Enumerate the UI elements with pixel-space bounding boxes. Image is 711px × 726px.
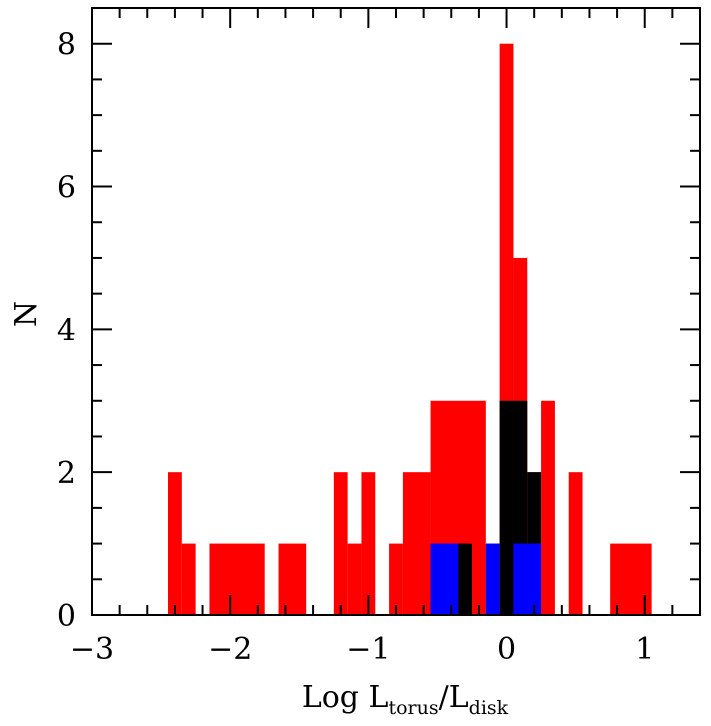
histogram-bar [513, 543, 542, 615]
histogram-bar [402, 472, 431, 615]
histogram-bar [499, 400, 514, 615]
histogram-bar [333, 472, 348, 615]
y-tick-label: 2 [57, 456, 76, 491]
histogram-bar [278, 543, 307, 615]
y-tick-label: 4 [57, 313, 76, 348]
x-tick-labels: −3 −2 −1 0 1 [70, 632, 654, 667]
x-axis-title-sub1: torus [388, 697, 438, 719]
histogram-bar [168, 472, 182, 615]
y-tick-labels: 0 2 4 6 8 [57, 28, 76, 634]
x-axis-title: Log Ltorus/Ldisk [302, 680, 509, 719]
x-axis-title-mid: /L [439, 680, 469, 715]
x-tick-label: −3 [70, 632, 114, 667]
y-axis-title: N [9, 301, 44, 327]
plot-frame [91, 7, 701, 616]
x-tick-label: −1 [346, 632, 390, 667]
histogram-bar [209, 543, 265, 615]
x-tick-label: −2 [208, 632, 252, 667]
x-tick-label: 0 [497, 632, 516, 667]
histogram-bar [181, 543, 196, 615]
histogram-bar [361, 472, 376, 615]
y-tick-label: 6 [57, 171, 76, 206]
y-tick-label: 0 [57, 599, 76, 634]
x-axis-title-main: Log L [302, 680, 389, 715]
x-axis-title-sub2: disk [469, 697, 509, 719]
histogram-bar [568, 472, 583, 615]
histogram-bar [389, 543, 403, 615]
histogram-bar [347, 543, 362, 615]
bars-layer [168, 43, 652, 616]
histogram-bar [541, 400, 555, 615]
histogram-bar [485, 543, 500, 615]
histogram-bar [458, 543, 472, 615]
y-tick-label: 8 [57, 28, 76, 63]
ticks-layer [91, 7, 701, 616]
histogram-bar [430, 543, 459, 615]
x-tick-label: 1 [635, 632, 654, 667]
